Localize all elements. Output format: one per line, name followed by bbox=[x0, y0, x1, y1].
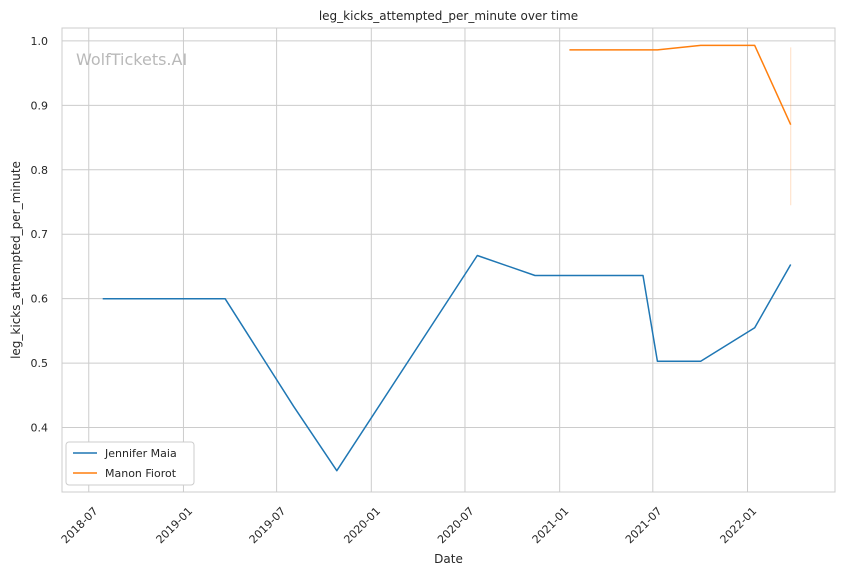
y-axis-label: leg_kicks_attempted_per_minute bbox=[9, 161, 23, 359]
legend-label-jennifer-maia: Jennifer Maia bbox=[104, 447, 177, 460]
legend-box bbox=[65, 441, 195, 486]
y-tick-label: 1.0 bbox=[31, 35, 49, 48]
y-tick-label: 0.5 bbox=[31, 357, 49, 370]
x-tick-label: 2022-01 bbox=[718, 505, 760, 547]
series-line-manon-fiorot bbox=[569, 44, 792, 126]
x-tick-label: 2020-07 bbox=[435, 505, 477, 547]
watermark: WolfTickets.AI bbox=[76, 50, 187, 69]
x-gridlines bbox=[88, 28, 749, 492]
y-gridlines bbox=[62, 40, 835, 429]
y-tick-label: 0.9 bbox=[31, 99, 49, 112]
x-tick-label: 2019-01 bbox=[154, 505, 196, 547]
y-tick-label: 0.7 bbox=[31, 228, 49, 241]
plot-frame bbox=[61, 27, 836, 493]
x-tick-label: 2020-01 bbox=[341, 505, 383, 547]
y-tick-labels: 0.4 0.5 0.6 0.7 0.8 0.9 1.0 bbox=[31, 35, 49, 435]
x-tick-label: 2019-07 bbox=[247, 505, 289, 547]
x-tick-label: 2018-07 bbox=[59, 505, 101, 547]
x-axis-label: Date bbox=[434, 552, 463, 566]
series-layer bbox=[102, 44, 792, 472]
x-tick-label: 2021-07 bbox=[623, 505, 665, 547]
legend: Jennifer Maia Manon Fiorot bbox=[65, 441, 195, 486]
x-tick-label: 2021-01 bbox=[530, 505, 572, 547]
x-tick-labels: 2018-07 2019-01 2019-07 2020-01 2020-07 2021-… bbox=[59, 505, 759, 547]
y-tick-label: 0.6 bbox=[31, 293, 49, 306]
y-tick-label: 0.8 bbox=[31, 164, 49, 177]
legend-label-manon-fiorot: Manon Fiorot bbox=[105, 467, 177, 480]
series-line-jennifer-maia bbox=[102, 254, 792, 472]
chart-title: leg_kicks_attempted_per_minute over time bbox=[319, 9, 578, 23]
y-tick-label: 0.4 bbox=[31, 422, 49, 435]
